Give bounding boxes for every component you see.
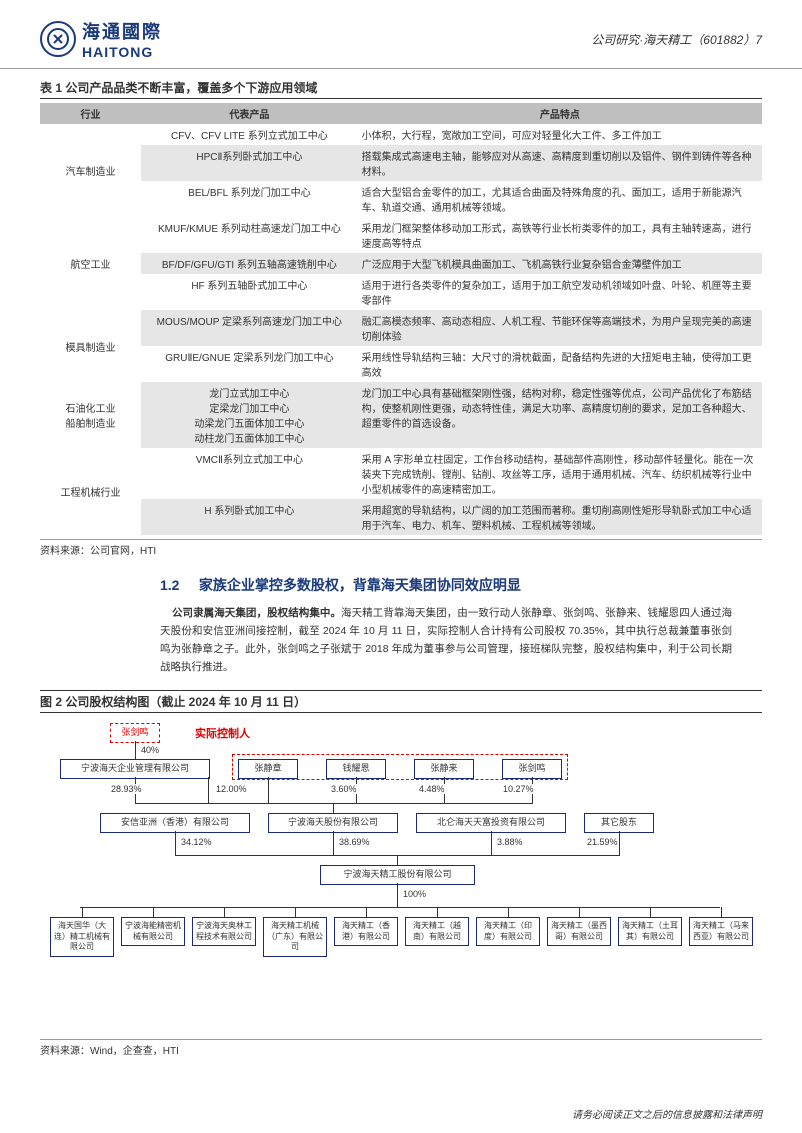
product-cell: HPCⅡ系列卧式加工中心 xyxy=(141,145,358,181)
pct-c2: 38.69% xyxy=(338,837,371,847)
feature-cell: 搭载集成式高速电主轴，能够应对从高速、高精度到重切削以及铝件、钢件到铸件等各种材… xyxy=(358,145,762,181)
product-cell: 龙门立式加工中心 定梁龙门加工中心 动梁龙门五面体加工中心 动柱龙门五面体加工中… xyxy=(141,382,358,448)
table-row: 石油化工业 船舶制造业龙门立式加工中心 定梁龙门加工中心 动梁龙门五面体加工中心… xyxy=(40,382,762,448)
pct-b3: 4.48% xyxy=(418,784,446,794)
org-chart: 张剑鸣 实际控制人 40% 宁波海天企业管理有限公司 张静章 钱耀恩 张静来 张… xyxy=(40,719,760,1039)
figure2-source: 资料来源：Wind，企查查，HTI xyxy=(40,1039,762,1057)
para-lead-bold: 公司隶属海天集团，股权结构集中。 xyxy=(172,607,341,619)
heading-text: 家族企业掌控多数股权，背靠海天集团协同效应明显 xyxy=(199,577,521,593)
feature-cell: 龙门加工中心具有基础框架刚性强，结构对称，稳定性强等优点，公司产品优化了布筋结构… xyxy=(358,382,762,448)
node-subsidiary: 海天精工机械（广东）有限公司 xyxy=(263,917,327,956)
breadcrumb: 公司研究·海天精工（601882）7 xyxy=(591,31,762,48)
logo-en-text: HAITONG xyxy=(82,44,162,60)
pct-d: 100% xyxy=(402,889,427,899)
body-paragraph: 公司隶属海天集团，股权结构集中。海天精工背靠海天集团，由一致行动人张静章、张剑鸣… xyxy=(40,605,762,676)
figure2-title: 图 2 公司股权结构图（截止 2024 年 10 月 11 日） xyxy=(40,690,762,713)
product-cell: KMUF/KMUE 系列动柱高速龙门加工中心 xyxy=(141,217,358,253)
product-cell: VMCⅡ系列立式加工中心 xyxy=(141,448,358,499)
feature-cell: 采用超宽的导轨结构，以广阔的加工范围而著称。重切削高刚性矩形导轨卧式加工中心适用… xyxy=(358,499,762,535)
pct-c4: 21.59% xyxy=(586,837,619,847)
feature-cell: 融汇高模态频率、高动态相应、人机工程、节能环保等高端技术，为用户呈现完美的高速切… xyxy=(358,310,762,346)
page-footer: 请务必阅读正文之后的信息披露和法律声明 xyxy=(572,1106,762,1121)
table-row: 航空工业KMUF/KMUE 系列动柱高速龙门加工中心采用龙门框架整体移动加工形式… xyxy=(40,217,762,253)
product-table: 行业代表产品产品特点 汽车制造业CFV、CFV LITE 系列立式加工中心小体积… xyxy=(40,103,762,535)
table1-title: 表 1 公司产品品类不断丰富，覆盖多个下游应用领域 xyxy=(40,79,762,99)
controller-group-box xyxy=(232,754,568,780)
table1-source: 资料来源：公司官网，HTI xyxy=(40,539,762,557)
product-cell: BEL/BFL 系列龙门加工中心 xyxy=(141,181,358,217)
product-cell: GRUⅡE/GNUE 定梁系列龙门加工中心 xyxy=(141,346,358,382)
section-heading: 1.2 家族企业掌控多数股权，背靠海天集团协同效应明显 xyxy=(160,575,762,595)
feature-cell: 适合大型铝合金零件的加工，尤其适合曲面及特殊角度的孔、面加工，适用于新能源汽车、… xyxy=(358,181,762,217)
table-header-cell: 行业 xyxy=(40,103,141,124)
table-row: BEL/BFL 系列龙门加工中心适合大型铝合金零件的加工，尤其适合曲面及特殊角度… xyxy=(40,181,762,217)
industry-cell: 汽车制造业 xyxy=(40,124,141,217)
page-header: 海通國際 HAITONG 公司研究·海天精工（601882）7 xyxy=(0,0,802,69)
node-c1: 安信亚洲（香港）有限公司 xyxy=(100,813,250,833)
industry-cell: 航空工业 xyxy=(40,217,141,310)
logo-cn-text: 海通國際 xyxy=(82,18,162,44)
pct-a1: 28.93% xyxy=(110,784,143,794)
industry-cell: 石油化工业 船舶制造业 xyxy=(40,382,141,448)
product-cell: MOUS/MOUP 定梁系列高速龙门加工中心 xyxy=(141,310,358,346)
feature-cell: 采用 A 字形单立柱固定，工作台移动结构，基础部件高刚性，移动部件轻量化。能在一… xyxy=(358,448,762,499)
table-row: BF/DF/GFU/GTI 系列五轴高速铣削中心广泛应用于大型飞机模具曲面加工、… xyxy=(40,253,762,274)
logo-svg xyxy=(46,27,70,51)
node-c2: 宁波海天股份有限公司 xyxy=(268,813,398,833)
table-row: GRUⅡE/GNUE 定梁系列龙门加工中心采用线性导轨结构三轴：大尺寸的滑枕截面… xyxy=(40,346,762,382)
node-subsidiary: 宁波海天奥林工程技术有限公司 xyxy=(192,917,256,946)
table-row: 汽车制造业CFV、CFV LITE 系列立式加工中心小体积，大行程，宽敞加工空间… xyxy=(40,124,762,145)
pct-b1: 12.00% xyxy=(215,784,248,794)
node-d: 宁波海天精工股份有限公司 xyxy=(320,865,475,885)
feature-cell: 采用龙门框架整体移动加工形式，高铁等行业长桁类零件的加工，具有主轴转速高，进行速… xyxy=(358,217,762,253)
node-subsidiary: 海天精工（香港）有限公司 xyxy=(334,917,398,946)
node-subsidiary: 海天国华（大连）精工机械有限公司 xyxy=(50,917,114,956)
node-controller-top: 张剑鸣 xyxy=(110,723,160,743)
node-subsidiary: 海天精工（印度）有限公司 xyxy=(476,917,540,946)
controller-label: 实际控制人 xyxy=(195,725,250,741)
pct-c1: 34.12% xyxy=(180,837,213,847)
pct-b4: 10.27% xyxy=(502,784,535,794)
node-c3: 北仑海天天富投资有限公司 xyxy=(416,813,566,833)
industry-cell: 模具制造业 xyxy=(40,310,141,382)
table-header-cell: 代表产品 xyxy=(141,103,358,124)
table-row: HPCⅡ系列卧式加工中心搭载集成式高速电主轴，能够应对从高速、高精度到重切削以及… xyxy=(40,145,762,181)
product-cell: CFV、CFV LITE 系列立式加工中心 xyxy=(141,124,358,145)
heading-number: 1.2 xyxy=(160,577,179,593)
node-a1: 宁波海天企业管理有限公司 xyxy=(60,759,210,779)
pct-top: 40% xyxy=(140,745,160,755)
table-header-cell: 产品特点 xyxy=(358,103,762,124)
node-subsidiary: 宁波海能精密机械有限公司 xyxy=(121,917,185,946)
industry-cell: 工程机械行业 xyxy=(40,448,141,535)
pct-b2: 3.60% xyxy=(330,784,358,794)
node-subsidiary: 海天精工（越南）有限公司 xyxy=(405,917,469,946)
feature-cell: 适用于进行各类零件的复杂加工，适用于加工航空发动机领域如叶盘、叶轮、机匣等主要零… xyxy=(358,274,762,310)
node-subsidiary: 海天精工（墨西哥）有限公司 xyxy=(547,917,611,946)
node-subsidiary: 海天精工（土耳其）有限公司 xyxy=(618,917,682,946)
feature-cell: 广泛应用于大型飞机模具曲面加工、飞机高铁行业复杂铝合金薄壁件加工 xyxy=(358,253,762,274)
product-cell: H 系列卧式加工中心 xyxy=(141,499,358,535)
brand-logo: 海通國際 HAITONG xyxy=(40,18,162,60)
table-row: HF 系列五轴卧式加工中心适用于进行各类零件的复杂加工，适用于加工航空发动机领域… xyxy=(40,274,762,310)
table-row: H 系列卧式加工中心采用超宽的导轨结构，以广阔的加工范围而著称。重切削高刚性矩形… xyxy=(40,499,762,535)
product-cell: HF 系列五轴卧式加工中心 xyxy=(141,274,358,310)
node-subsidiary: 海天精工（马来西亚）有限公司 xyxy=(689,917,753,946)
product-cell: BF/DF/GFU/GTI 系列五轴高速铣削中心 xyxy=(141,253,358,274)
pct-c3: 3.88% xyxy=(496,837,524,847)
table-row: 工程机械行业VMCⅡ系列立式加工中心采用 A 字形单立柱固定，工作台移动结构，基… xyxy=(40,448,762,499)
node-c4: 其它股东 xyxy=(584,813,654,833)
feature-cell: 采用线性导轨结构三轴：大尺寸的滑枕截面，配备结构先进的大扭矩电主轴，使得加工更高… xyxy=(358,346,762,382)
table-row: 模具制造业MOUS/MOUP 定梁系列高速龙门加工中心融汇高模态频率、高动态相应… xyxy=(40,310,762,346)
feature-cell: 小体积，大行程，宽敞加工空间，可应对轻量化大工件、多工件加工 xyxy=(358,124,762,145)
logo-icon xyxy=(40,21,76,57)
